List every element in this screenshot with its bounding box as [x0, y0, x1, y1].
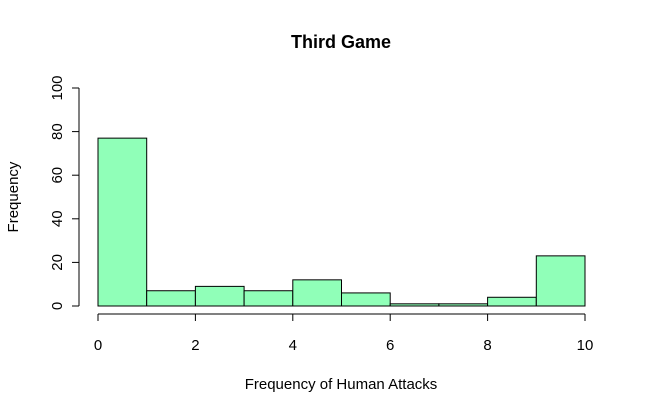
x-axis-label: Frequency of Human Attacks — [245, 376, 438, 393]
y-tick-label: 100 — [49, 75, 66, 100]
histogram-bar — [97, 137, 148, 307]
histogram-bar — [487, 296, 537, 307]
histogram-bar — [389, 303, 440, 307]
y-tick-label: 60 — [49, 167, 66, 184]
y-axis-label: Frequency — [5, 161, 22, 232]
x-tick-label: 10 — [577, 337, 594, 354]
x-tick-label: 8 — [483, 337, 491, 354]
histogram-bar — [341, 292, 391, 307]
y-tick-label: 0 — [49, 302, 66, 310]
x-tick-label: 0 — [94, 337, 102, 354]
histogram-bar — [194, 285, 245, 307]
histogram-bar — [438, 303, 489, 307]
histogram-bar — [292, 279, 342, 307]
y-tick-label: 20 — [49, 254, 66, 271]
x-tick-label: 4 — [289, 337, 297, 354]
x-tick-label: 6 — [386, 337, 394, 354]
histogram-bar — [243, 290, 294, 307]
histogram-bar — [535, 255, 586, 307]
x-axis: 0 2 4 6 8 10 — [94, 313, 594, 354]
y-tick-label: 80 — [49, 123, 66, 140]
y-axis: 0 20 40 60 80 100 — [49, 75, 80, 310]
chart-title: Third Game — [291, 32, 391, 52]
bars-group — [97, 137, 586, 307]
x-tick-label: 2 — [191, 337, 199, 354]
histogram-bar — [146, 290, 196, 307]
y-tick-label: 40 — [49, 210, 66, 227]
